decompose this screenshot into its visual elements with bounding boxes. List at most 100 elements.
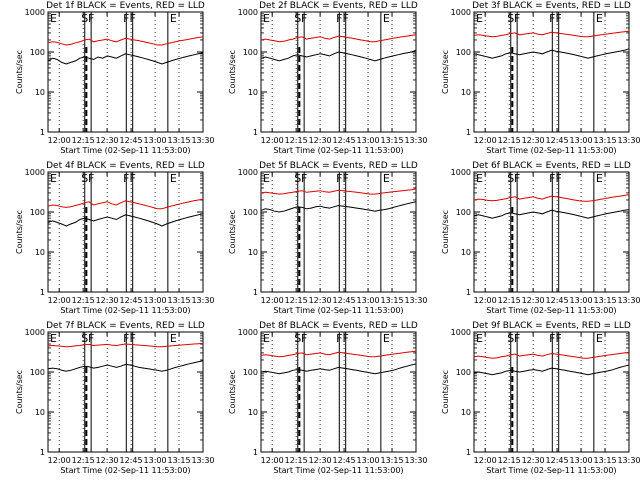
series-line-events [260,363,417,375]
series-line-events [473,209,630,219]
x-axis-label: Start Time (02-Sep-11 11:53:00) [60,146,190,155]
x-tick-label: 12:00 [48,296,71,305]
y-tick-label: 1000 [25,328,45,337]
y-tick-label: 1 [253,288,258,297]
x-tick-label: 12:00 [474,136,497,145]
time-marker-label: E [383,172,390,185]
time-marker-label: F [556,12,562,25]
y-tick-label: 10 [35,88,45,97]
x-axis-label: Start Time (02-Sep-11 11:53:00) [60,306,190,315]
y-tick-label: 10 [461,88,471,97]
x-tick-label: 13:15 [380,136,403,145]
x-axis-label: Start Time (02-Sep-11 11:53:00) [273,306,403,315]
time-marker-label: E [596,12,603,25]
x-tick-label: 13:30 [404,136,427,145]
y-tick-label: 100 [30,48,45,57]
y-tick-label: 10 [35,408,45,417]
panel-title: Det 5f BLACK = Events, RED = LLD [259,161,418,171]
x-axis-label: Start Time (02-Sep-11 11:53:00) [273,146,403,155]
time-marker-label: F [336,12,342,25]
y-tick-label: 1 [40,288,45,297]
x-tick-label: 13:00 [357,136,380,145]
time-marker-label: E [476,332,483,345]
x-tick-label: 12:15 [285,136,308,145]
x-tick-label: 13:15 [167,136,190,145]
x-tick-label: 12:00 [48,136,71,145]
y-tick-label: 1 [466,128,471,137]
y-tick-label: 10 [248,88,258,97]
time-marker-label: F [549,172,555,185]
series-line-events [260,49,417,62]
x-tick-label: 13:00 [570,296,593,305]
x-tick-label: 12:00 [474,296,497,305]
time-marker-label: E [170,172,177,185]
x-tick-label: 13:15 [380,296,403,305]
y-axis-label: Counts/sec [15,370,24,414]
time-marker-label: E [263,12,270,25]
y-tick-label: 1000 [451,168,471,177]
x-tick-label: 12:15 [72,456,95,465]
time-marker-label: E [263,172,270,185]
x-tick-label: 12:45 [546,296,569,305]
series-line-events [260,201,417,213]
time-marker-label: F [514,332,520,345]
time-marker-label: F [556,172,562,185]
x-tick-label: 13:00 [357,296,380,305]
time-marker-label: F [88,12,94,25]
x-tick-label: 13:00 [570,136,593,145]
time-marker-label: E [476,12,483,25]
time-marker-label: F [514,12,520,25]
x-axis-label: Start Time (02-Sep-11 11:53:00) [486,306,616,315]
time-marker-label: S [507,12,514,25]
time-marker-label: S [81,332,88,345]
time-marker-label: F [130,332,136,345]
plot-frame [47,171,204,293]
x-tick-label: 12:30 [96,456,119,465]
y-tick-label: 1000 [238,8,258,17]
y-tick-label: 100 [456,208,471,217]
time-marker-label: E [50,332,57,345]
y-tick-label: 1 [466,288,471,297]
x-tick-label: 13:00 [570,456,593,465]
time-marker-label: F [343,12,349,25]
y-axis-label: Counts/sec [15,50,24,94]
x-axis-label: Start Time (02-Sep-11 11:53:00) [273,466,403,475]
time-marker-label: E [596,332,603,345]
y-tick-label: 1 [253,448,258,457]
y-tick-label: 10 [461,408,471,417]
x-tick-label: 12:15 [72,136,95,145]
series-line-lld [47,342,204,348]
y-tick-label: 1000 [451,8,471,17]
x-tick-label: 13:30 [617,296,640,305]
x-tick-label: 12:45 [333,136,356,145]
x-tick-label: 12:45 [120,136,143,145]
x-tick-label: 12:15 [498,456,521,465]
time-marker-label: S [294,12,301,25]
plot-frame [47,331,204,453]
panel-title: Det 2f BLACK = Events, RED = LLD [259,1,418,11]
x-tick-label: 12:45 [333,296,356,305]
x-tick-label: 12:15 [285,456,308,465]
series-line-events [473,364,630,376]
x-tick-label: 12:00 [48,456,71,465]
x-tick-label: 12:45 [546,136,569,145]
time-marker-label: F [130,172,136,185]
time-marker-label: E [50,172,57,185]
x-tick-label: 12:15 [285,296,308,305]
y-tick-label: 1000 [238,168,258,177]
series-line-events [473,48,630,59]
x-tick-label: 12:45 [120,296,143,305]
time-marker-label: F [343,332,349,345]
x-tick-label: 13:15 [593,296,616,305]
plot-frame [473,11,630,133]
plot-frame [473,331,630,453]
x-tick-label: 12:00 [261,456,284,465]
x-tick-label: 12:30 [522,136,545,145]
y-tick-label: 1 [40,128,45,137]
